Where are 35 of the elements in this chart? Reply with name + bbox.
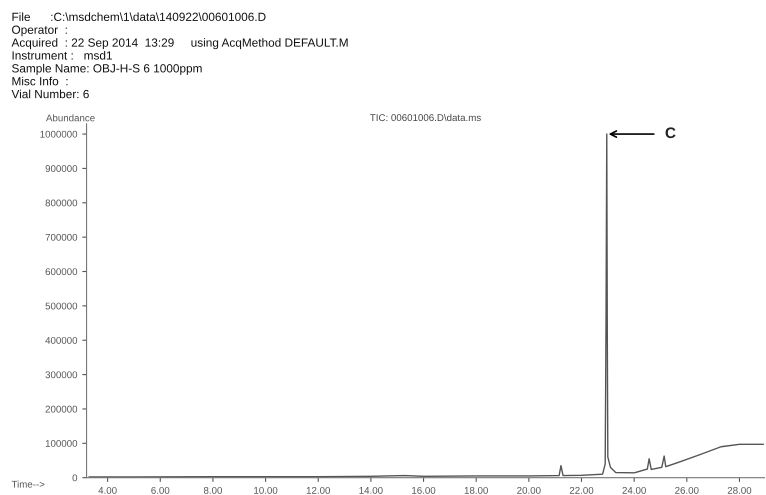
y-tick-label: 400000 <box>45 336 78 344</box>
text: Instrument : msd1 <box>12 50 112 60</box>
y-tick-label: 500000 <box>45 302 78 310</box>
x-axis-title: Time--> <box>12 480 44 488</box>
y-tick-label: 200000 <box>46 406 78 413</box>
y-tick-label: 300000 <box>45 371 78 378</box>
x-tick-label: 26.00 <box>675 486 699 494</box>
chart-title: TIC: 00601006.D\data.ms <box>370 114 481 122</box>
annotation: C <box>666 127 676 138</box>
y-tick-label: 800000 <box>46 200 78 206</box>
x-tick-label: 10.00 <box>254 486 278 494</box>
y-axis-title: Abundance <box>46 114 95 122</box>
y-tick-label: 100000 <box>46 440 78 447</box>
y-tick-label: 700000 <box>46 234 78 241</box>
x-tick-label: 4.00 <box>98 486 117 494</box>
x-tick-label: 20.00 <box>517 486 541 494</box>
x-tick-label: 24.00 <box>622 486 646 494</box>
x-tick-label: 18.00 <box>464 486 488 494</box>
y-tick-label: 1000000 <box>40 130 78 138</box>
text: Acquired : 22 Sep 2014 13:29 using AcqMethod DEFAULT.M <box>12 38 348 50</box>
x-tick-label: 14.00 <box>359 486 383 494</box>
x-tick-label: 22.00 <box>570 486 594 494</box>
y-tick-label: 600000 <box>46 268 78 276</box>
y-tick-label: 0 <box>72 474 78 482</box>
text: File :C:\msdchem\1\data\140922\00601006.D <box>12 12 266 22</box>
x-tick-label: 28.00 <box>728 486 752 494</box>
text: Operator : <box>12 26 67 36</box>
text: Misc Info : <box>12 76 68 86</box>
y-tick-label: 900000 <box>46 165 78 172</box>
x-tick-label: 6.00 <box>151 486 170 494</box>
text: Sample Name: OBJ-H-S 6 1000ppm <box>12 64 202 75</box>
x-tick-label: 12.00 <box>306 486 330 494</box>
x-tick-label: 8.00 <box>204 486 222 494</box>
x-tick-label: 16.00 <box>412 486 436 494</box>
text: Vial Number: 6 <box>12 90 89 98</box>
